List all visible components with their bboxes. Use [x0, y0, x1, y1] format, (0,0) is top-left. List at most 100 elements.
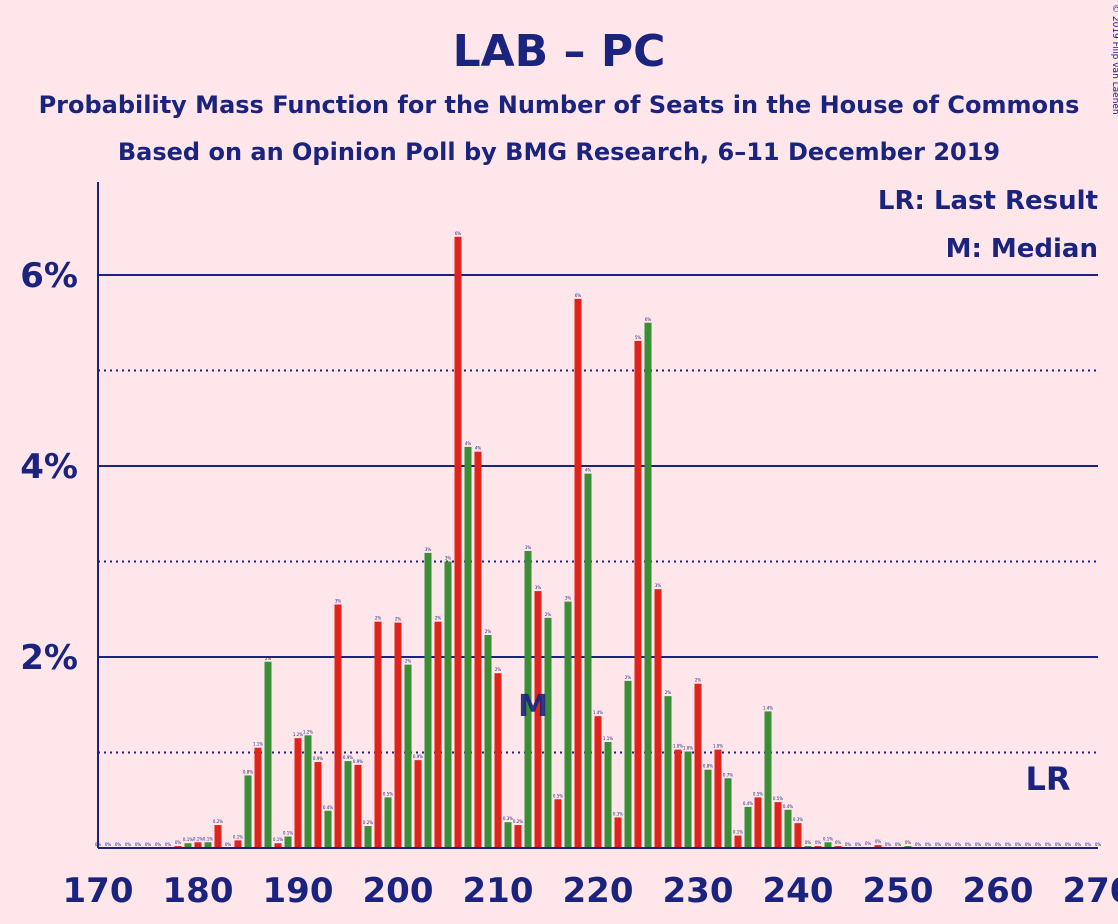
bar-data-label: 0.4%: [783, 804, 793, 809]
bar: [604, 741, 612, 848]
bar-data-label: 1.1%: [253, 742, 263, 747]
bar-data-label: 1.1%: [603, 736, 613, 741]
bar: [794, 823, 802, 848]
bar-data-label: 0%: [1075, 842, 1082, 847]
bar: [724, 778, 732, 848]
bar-data-label: 2%: [495, 667, 502, 672]
bar: [614, 817, 622, 848]
bar-data-label: 2%: [665, 690, 672, 695]
bar-data-label: 3%: [535, 585, 542, 590]
y-tick-label: 2%: [20, 638, 78, 678]
bar-data-label: 0%: [1025, 842, 1032, 847]
bar-data-label: 0.9%: [413, 754, 423, 759]
bar-data-label: 0%: [105, 842, 112, 847]
bar: [304, 735, 312, 848]
bar: [694, 683, 702, 848]
bar: [274, 843, 282, 848]
bar-data-label: 0%: [225, 842, 232, 847]
bar: [424, 552, 432, 848]
bar-data-label: 6%: [645, 317, 652, 322]
bar: [524, 550, 532, 848]
bar: [824, 842, 832, 848]
bar: [494, 673, 502, 848]
bar-data-label: 0.1%: [823, 836, 833, 841]
bar-data-label: 0.8%: [243, 769, 253, 774]
bar: [734, 835, 742, 848]
x-tick-label: 210: [463, 871, 534, 911]
bar-data-label: 0.4%: [323, 805, 333, 810]
bar-data-label: 2%: [545, 612, 552, 617]
bar-data-label: 6%: [455, 231, 462, 236]
bar: [504, 822, 512, 848]
bar-data-label: 0.1%: [283, 831, 293, 836]
median-marker: M: [518, 689, 548, 724]
bar: [704, 769, 712, 848]
x-tick-label: 190: [263, 871, 334, 911]
bar: [594, 716, 602, 848]
bar: [364, 826, 372, 848]
bar-data-label: 1.4%: [763, 705, 773, 710]
bar-data-label: 3%: [445, 556, 452, 561]
bar-data-label: 0.2%: [513, 819, 523, 824]
bar: [644, 322, 652, 848]
bar-data-label: 5%: [635, 335, 642, 340]
bar: [874, 845, 882, 848]
bar: [454, 236, 462, 849]
bar-data-label: 0%: [1045, 842, 1052, 847]
bar-data-label: 2%: [625, 675, 632, 680]
bar: [574, 298, 582, 848]
bar-data-label: 0%: [1095, 842, 1102, 847]
bar-data-label: 0%: [145, 842, 152, 847]
bar: [484, 635, 492, 848]
bar-data-label: 0%: [875, 839, 882, 844]
bar-data-label: 4%: [475, 446, 482, 451]
bar-data-label: 0%: [175, 840, 182, 845]
legend-last-result: LR: Last Result: [878, 186, 1098, 216]
bar-data-label: 0.9%: [313, 756, 323, 761]
bar: [404, 664, 412, 848]
bar: [334, 604, 342, 848]
bar-data-label: 2%: [485, 629, 492, 634]
bar-data-label: 0%: [1085, 842, 1092, 847]
bar: [554, 799, 562, 848]
bar: [784, 809, 792, 848]
bar-data-label: 2%: [435, 616, 442, 621]
bar-data-label: 2%: [265, 656, 272, 661]
bar-data-label: 0.5%: [383, 791, 393, 796]
bar-data-label: 3%: [565, 596, 572, 601]
bar: [244, 775, 252, 848]
bar: [744, 806, 752, 848]
bar: [414, 760, 422, 848]
bar: [544, 617, 552, 848]
bar: [354, 764, 362, 848]
bar-data-label: 0.3%: [613, 811, 623, 816]
bar-data-label: 0.1%: [193, 836, 203, 841]
bar-data-label: 0.1%: [233, 834, 243, 839]
bar: [214, 825, 222, 848]
bar-data-label: 0.2%: [213, 819, 223, 824]
bar: [324, 810, 332, 848]
bar: [584, 473, 592, 848]
bar: [664, 696, 672, 848]
bar: [674, 749, 682, 848]
bar: [764, 711, 772, 848]
bar-data-label: 0%: [155, 842, 162, 847]
bar-series: [174, 236, 912, 849]
bar: [194, 842, 202, 848]
bar-data-label: 0.8%: [703, 764, 713, 769]
bar-data-label: 0%: [855, 842, 862, 847]
bar-data-label: 3%: [335, 598, 342, 603]
bar: [394, 622, 402, 848]
bar: [624, 680, 632, 848]
bar: [294, 738, 302, 848]
x-tick-label: 200: [363, 871, 434, 911]
bar: [184, 843, 192, 848]
bar-data-label: 0%: [895, 842, 902, 847]
bar-data-label: 0.5%: [753, 791, 763, 796]
bar-data-label: 0.3%: [793, 817, 803, 822]
bar-data-label: 4%: [465, 441, 472, 446]
bar-data-label: 0%: [1055, 842, 1062, 847]
y-tick-label: 6%: [20, 256, 78, 296]
bar-data-label: 0%: [845, 842, 852, 847]
bar-data-label: 3%: [425, 547, 432, 552]
